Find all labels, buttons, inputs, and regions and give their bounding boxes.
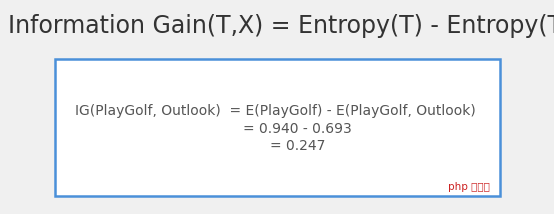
- Text: IG(PlayGolf, Outlook)  = E(PlayGolf) - E(PlayGolf, Outlook): IG(PlayGolf, Outlook) = E(PlayGolf) - E(…: [75, 104, 476, 118]
- Text: = 0.940 - 0.693: = 0.940 - 0.693: [243, 122, 352, 136]
- FancyBboxPatch shape: [55, 59, 500, 196]
- Text: Information Gain(T,X) = Entropy(T) - Entropy(T, X): Information Gain(T,X) = Entropy(T) - Ent…: [8, 14, 554, 38]
- Text: php 中文网: php 中文网: [448, 182, 490, 192]
- Text: = 0.247: = 0.247: [270, 139, 325, 153]
